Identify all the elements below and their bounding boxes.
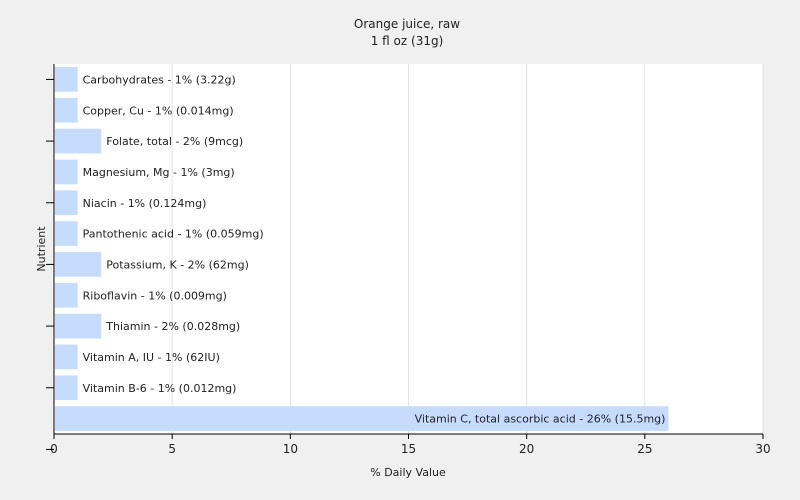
axes: 0 5 10 15 20 25 30 (46, 64, 771, 456)
bar-label: Thiamin - 2% (0.028mg) (105, 320, 240, 333)
bar (55, 252, 102, 277)
bars: Carbohydrates - 1% (3.22g) Copper, Cu - 1… (55, 67, 669, 431)
bar-label: Vitamin A, IU - 1% (62IU) (83, 351, 220, 364)
bar-label: Riboflavin - 1% (0.009mg) (83, 289, 227, 302)
x-tick-label: 30 (755, 442, 770, 456)
bar-label: Vitamin B-6 - 1% (0.012mg) (83, 382, 237, 395)
bar (55, 221, 78, 246)
bar (55, 313, 102, 339)
bar (55, 97, 78, 123)
bar (55, 190, 78, 216)
x-tick-label: 5 (168, 442, 176, 456)
bar (55, 406, 669, 431)
bar-label: Pantothenic acid - 1% (0.059mg) (83, 228, 264, 241)
bar (55, 159, 78, 185)
bar (55, 375, 78, 401)
x-tick-label: 10 (283, 442, 298, 456)
chart-subtitle: 1 fl oz (31g) (371, 34, 444, 48)
bar (55, 67, 78, 92)
chart-title: Orange juice, raw (354, 17, 460, 31)
x-axis-label: % Daily Value (370, 466, 446, 479)
x-tick-label: 25 (637, 442, 652, 456)
y-axis-label: Nutrient (35, 226, 48, 272)
bar-label: Niacin - 1% (0.124mg) (83, 197, 207, 210)
bar-label: Carbohydrates - 1% (3.22g) (83, 73, 236, 86)
bar (55, 128, 102, 154)
x-tick-label: 15 (401, 442, 416, 456)
x-tick-label: 20 (519, 442, 534, 456)
bar-label: Magnesium, Mg - 1% (3mg) (83, 166, 235, 179)
bar-label: Vitamin C, total ascorbic acid - 26% (15… (415, 413, 666, 426)
bar-label: Potassium, K - 2% (62mg) (106, 258, 249, 271)
grid-lines (171, 64, 764, 434)
bar-label: Copper, Cu - 1% (0.014mg) (83, 104, 234, 117)
bar (55, 282, 78, 308)
bar-label: Folate, total - 2% (9mcg) (106, 135, 243, 148)
bar (55, 344, 78, 370)
